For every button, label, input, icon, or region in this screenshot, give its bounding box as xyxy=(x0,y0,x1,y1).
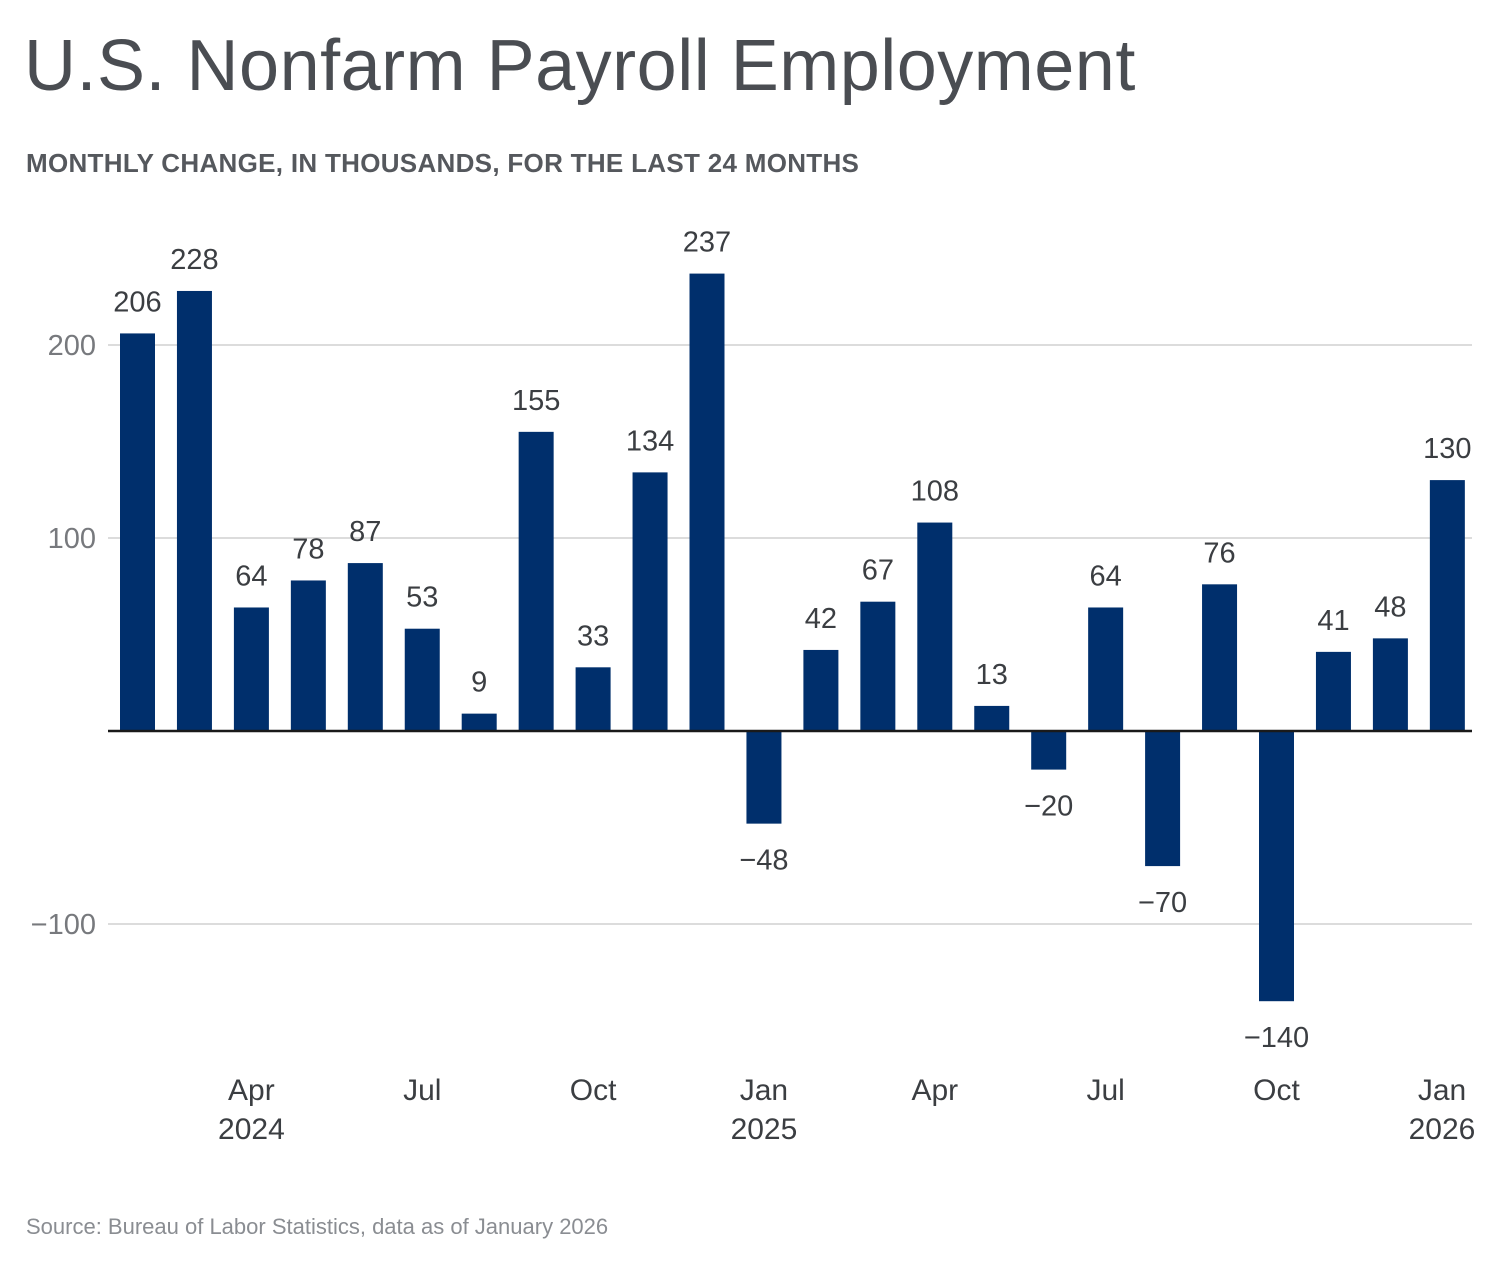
bar xyxy=(290,580,326,731)
x-tick-year: 2026 xyxy=(1409,1113,1476,1146)
data-label: 78 xyxy=(292,533,324,565)
data-label: 13 xyxy=(976,659,1008,691)
bar xyxy=(1315,651,1351,731)
bar xyxy=(347,563,383,731)
bar xyxy=(746,731,782,824)
data-label: 42 xyxy=(805,603,837,635)
bar xyxy=(974,705,1010,731)
bar xyxy=(1202,584,1238,731)
x-axis: Apr 2024 Jul Oct Jan 2025 Apr Jul Oct Jan 2026 xyxy=(218,1074,1475,1146)
bar xyxy=(860,601,896,731)
gridlines: 200 100 −100 xyxy=(31,330,1472,941)
x-tick-label: Jan xyxy=(740,1074,788,1107)
x-tick-label: Oct xyxy=(1253,1074,1300,1107)
bar xyxy=(689,273,725,731)
bar xyxy=(803,649,839,731)
data-label: −70 xyxy=(1138,887,1187,919)
data-label: 134 xyxy=(626,425,674,457)
data-label: 130 xyxy=(1423,433,1471,465)
data-label: 108 xyxy=(911,476,959,508)
bar xyxy=(1429,480,1465,731)
x-tick-label: Apr xyxy=(228,1074,275,1107)
x-tick-label: Jul xyxy=(403,1074,441,1107)
data-label: −48 xyxy=(739,845,788,877)
data-label: 48 xyxy=(1374,591,1406,623)
x-tick-label: Oct xyxy=(570,1074,617,1107)
bars xyxy=(120,273,1465,1002)
bar xyxy=(1372,638,1408,731)
x-tick-year: 2025 xyxy=(731,1113,798,1146)
data-label: 155 xyxy=(512,385,560,417)
bar xyxy=(917,522,953,731)
data-label: 237 xyxy=(683,227,731,259)
chart-subtitle: MONTHLY CHANGE, IN THOUSANDS, FOR THE LA… xyxy=(26,148,860,178)
data-label: 206 xyxy=(113,286,161,318)
bar xyxy=(1088,607,1124,731)
bar xyxy=(518,431,554,731)
bar xyxy=(632,472,668,731)
data-label: 33 xyxy=(577,620,609,652)
data-label: 53 xyxy=(406,582,438,614)
data-label: 41 xyxy=(1317,605,1349,637)
data-labels: 206 228 64 78 87 53 9 155 33 134 237 −48 42 67 108 13 −2… xyxy=(113,227,1471,1055)
y-tick-label: −100 xyxy=(31,909,96,941)
bar xyxy=(1259,731,1294,1002)
x-tick-label: Jul xyxy=(1086,1074,1124,1107)
chart-title: U.S. Nonfarm Payroll Employment xyxy=(24,26,1136,106)
y-tick-label: 100 xyxy=(48,523,96,555)
bar xyxy=(575,667,611,731)
data-label: 67 xyxy=(862,555,894,587)
bar xyxy=(176,290,212,731)
data-label: 87 xyxy=(349,516,381,548)
bar xyxy=(404,628,440,731)
x-tick-label: Jan xyxy=(1418,1074,1466,1107)
y-tick-label: 200 xyxy=(48,330,96,362)
data-label: −140 xyxy=(1244,1022,1309,1054)
x-tick-year: 2024 xyxy=(218,1113,285,1146)
bar xyxy=(233,607,269,731)
data-label: 64 xyxy=(235,560,267,592)
data-label: 76 xyxy=(1203,537,1235,569)
data-label: 9 xyxy=(471,667,487,699)
data-label: 64 xyxy=(1090,560,1122,592)
bar xyxy=(461,713,497,731)
bar xyxy=(1145,731,1181,867)
source-note: Source: Bureau of Labor Statistics, data… xyxy=(26,1214,609,1239)
bar xyxy=(1031,731,1067,770)
data-label: 228 xyxy=(170,244,218,276)
bar xyxy=(120,333,155,731)
bar-chart: 200 100 −100 206 228 64 78 87 53 9 155 33 134 237 −48… xyxy=(31,227,1476,1146)
data-label: −20 xyxy=(1024,791,1073,823)
x-tick-label: Apr xyxy=(911,1074,958,1107)
